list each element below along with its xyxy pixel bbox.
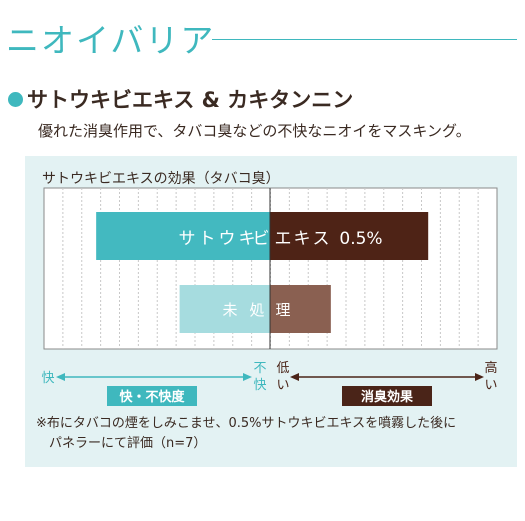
bullet-dot-icon	[8, 92, 23, 107]
left-scale-center-bottom: 快	[253, 378, 266, 393]
right-scale-start-top: 低	[276, 361, 289, 376]
bar-label-char: エ	[275, 229, 292, 249]
footnote: ※布にタバコの煙をしみこませ、0.5%サトウキビエキスを噴霧した後に パネラーに…	[36, 414, 456, 454]
bar-label-char: 理	[275, 301, 290, 319]
bar-label-char: 未	[222, 301, 237, 319]
title-divider	[212, 39, 517, 40]
description-text: 優れた消臭作用で、タバコ臭などの不快なニオイをマスキング。	[38, 122, 471, 140]
bar-right	[270, 285, 331, 333]
page-title: ニオイバリア	[6, 21, 216, 60]
left-scale-badge-text: 快・不快度	[119, 389, 185, 405]
right-scale-badge-text: 消臭効果	[361, 389, 413, 405]
bar-right	[270, 212, 429, 260]
bar-label-char: ウ	[219, 229, 236, 249]
footnote-line-1: ※布にタバコの煙をしみこませ、0.5%サトウキビエキスを噴霧した後に	[36, 416, 457, 431]
bar-label-char: 0.5%	[339, 229, 382, 249]
bar-label-char: ビ	[253, 229, 270, 249]
left-scale-badge	[107, 386, 197, 406]
right-scale-arrowhead	[290, 373, 299, 381]
right-scale-badge	[342, 386, 432, 406]
bar-label-char: サ	[179, 229, 196, 249]
footnote-line-2: パネラーにて評価（n=7）	[36, 436, 207, 451]
left-scale-center-top: 不	[253, 361, 266, 376]
bar-label-char: ス	[313, 229, 330, 249]
ingredient-heading: サトウキビエキス & カキタンニン	[27, 88, 354, 112]
chart-title: サトウキビエキスの効果（タバコ臭）	[42, 171, 280, 187]
right-scale-end-bottom: い	[484, 378, 497, 393]
right-scale-arrowhead	[475, 373, 484, 381]
bar-label-char: キ	[239, 229, 256, 249]
right-scale-start-bottom: い	[276, 378, 289, 393]
bar-label-char: キ	[294, 229, 311, 249]
bar-label-char: 処	[249, 301, 264, 319]
bar-left	[179, 285, 270, 333]
bar-left	[96, 212, 271, 260]
left-scale-end-label: 快	[41, 371, 54, 386]
left-scale-arrowhead	[56, 373, 65, 381]
left-scale-arrowhead	[243, 373, 252, 381]
right-scale-end-top: 高	[484, 360, 497, 376]
bar-label-char: ト	[199, 229, 216, 249]
